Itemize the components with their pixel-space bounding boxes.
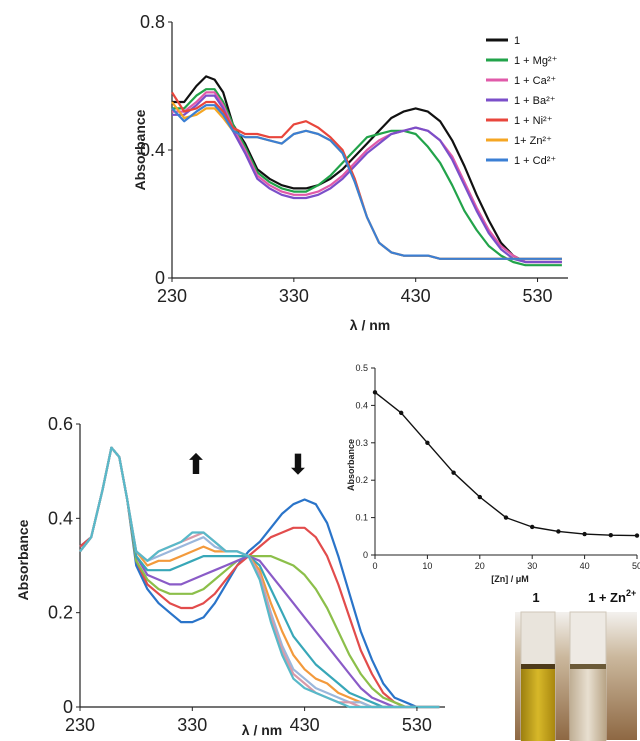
inset-y-tick-label: 0 — [363, 550, 368, 560]
inset-x-axis-title: [Zn] / μM — [491, 574, 529, 584]
inset-data-point — [372, 390, 378, 395]
top-x-tick-label: 330 — [279, 286, 309, 306]
bottom-x-ticks: 230 330 430 530 — [65, 707, 432, 735]
inset-x-tick-label: 20 — [475, 561, 485, 571]
top-x-tick-label: 230 — [157, 286, 187, 306]
bottom-series-line-8 — [79, 446, 440, 709]
legend-label: 1 + Ba²⁺ — [514, 95, 556, 107]
legend-label: 1 + Ni²⁺ — [514, 115, 553, 127]
inset-x-tick-label: 30 — [527, 561, 537, 571]
inset-y-tick-label: 0.1 — [355, 513, 368, 523]
inset-data-point — [503, 515, 509, 520]
inset-y-ticks: 0 0.1 0.2 0.3 0.4 0.5 — [355, 363, 375, 560]
top-y-tick-label: 0 — [155, 268, 165, 288]
bottom-x-tick-label: 230 — [65, 715, 95, 735]
vial-right-liquid — [570, 668, 606, 741]
bottom-y-axis-title: Absorbance — [15, 519, 31, 600]
bottom-x-axis-title: λ / nm — [242, 722, 282, 738]
vial-right-meniscus — [570, 664, 606, 669]
inset-y-tick-label: 0.5 — [355, 363, 368, 373]
vial-left-liquid — [521, 668, 555, 741]
bottom-y-tick-label: 0.6 — [48, 414, 73, 434]
inset-data-point — [530, 524, 535, 530]
legend-label: 1+ Zn²⁺ — [514, 135, 552, 147]
inset-y-tick-label: 0.4 — [355, 400, 368, 410]
inset-data-point — [425, 440, 430, 445]
inset-y-tick-label: 0.3 — [355, 438, 368, 448]
inset-x-ticks: 0 10 20 30 40 50 — [372, 555, 640, 571]
inset-y-tick-label: 0.2 — [355, 475, 368, 485]
inset-data-point — [608, 532, 613, 538]
top-y-tick-label: 0.8 — [140, 12, 165, 32]
vial-left-meniscus — [521, 664, 555, 669]
legend-label: 1 — [514, 35, 520, 47]
top-y-ticks: 0 0.4 0.8 — [140, 12, 172, 288]
bottom-y-tick-label: 0.4 — [48, 508, 73, 528]
top-series-line-0 — [172, 75, 562, 264]
inset-data-point — [399, 410, 404, 416]
inset-chart: 0 0.1 0.2 0.3 0.4 0.5 0 10 20 30 40 50 [Zn] / μM A… — [346, 363, 640, 584]
inset-series-line-0 — [374, 391, 638, 537]
top-x-tick-label: 430 — [401, 286, 431, 306]
top-y-tick-label: 0.4 — [140, 140, 165, 160]
inset-data-point — [582, 531, 587, 537]
inset-data-point — [477, 494, 482, 500]
inset-x-tick-label: 50 — [632, 561, 640, 571]
top-series-line-2 — [172, 91, 562, 264]
inset-y-axis-title: Absorbance — [346, 439, 356, 491]
inset-data-point — [634, 533, 640, 538]
bottom-y-tick-label: 0.2 — [48, 603, 73, 623]
bottom-x-tick-label: 430 — [290, 715, 320, 735]
inset-x-tick-label: 40 — [580, 561, 590, 571]
top-legend: 1 1 + Mg²⁺ 1 + Ca²⁺ 1 + Ba²⁺ 1 + Ni²⁺ 1+ Zn²⁺… — [486, 35, 558, 167]
bottom-chart: 0 0.2 0.4 0.6 230 330 430 530 λ / nm Absorbanc… — [15, 414, 445, 738]
bottom-x-tick-label: 330 — [177, 715, 207, 735]
top-chart: 0 0.4 0.8 230 330 430 530 λ / nm Absorbance 1… — [132, 12, 568, 333]
bottom-series — [79, 446, 440, 709]
bottom-y-ticks: 0 0.2 0.4 0.6 — [48, 414, 80, 717]
top-series — [171, 75, 562, 267]
top-x-tick-label: 530 — [523, 286, 553, 306]
down-arrow-annotation: ⬇ — [286, 449, 309, 480]
inset-x-tick-label: 0 — [372, 561, 377, 571]
top-x-axis-title: λ / nm — [350, 317, 390, 333]
legend-label: 1 + Cd²⁺ — [514, 155, 556, 167]
top-series-line-6 — [171, 104, 562, 260]
vial-label-right: 1 + Zn2+ — [588, 588, 636, 605]
top-x-ticks: 230 330 430 530 — [157, 278, 553, 306]
inset-data-point — [556, 529, 561, 534]
legend-label: 1 + Mg²⁺ — [514, 55, 558, 67]
inset-series — [372, 390, 640, 538]
legend-label: 1 + Ca²⁺ — [514, 75, 556, 87]
top-y-axis-title: Absorbance — [132, 109, 148, 190]
inset-x-tick-label: 10 — [422, 561, 432, 571]
vial-label-left: 1 — [532, 590, 539, 605]
inset-data-point — [451, 470, 456, 475]
bottom-y-tick-label: 0 — [63, 697, 73, 717]
vials-photo: 1 1 + Zn2+ — [515, 588, 637, 741]
bottom-x-tick-label: 530 — [402, 715, 432, 735]
up-arrow-annotation: ⬆ — [184, 449, 207, 480]
top-series-line-1 — [172, 88, 562, 267]
